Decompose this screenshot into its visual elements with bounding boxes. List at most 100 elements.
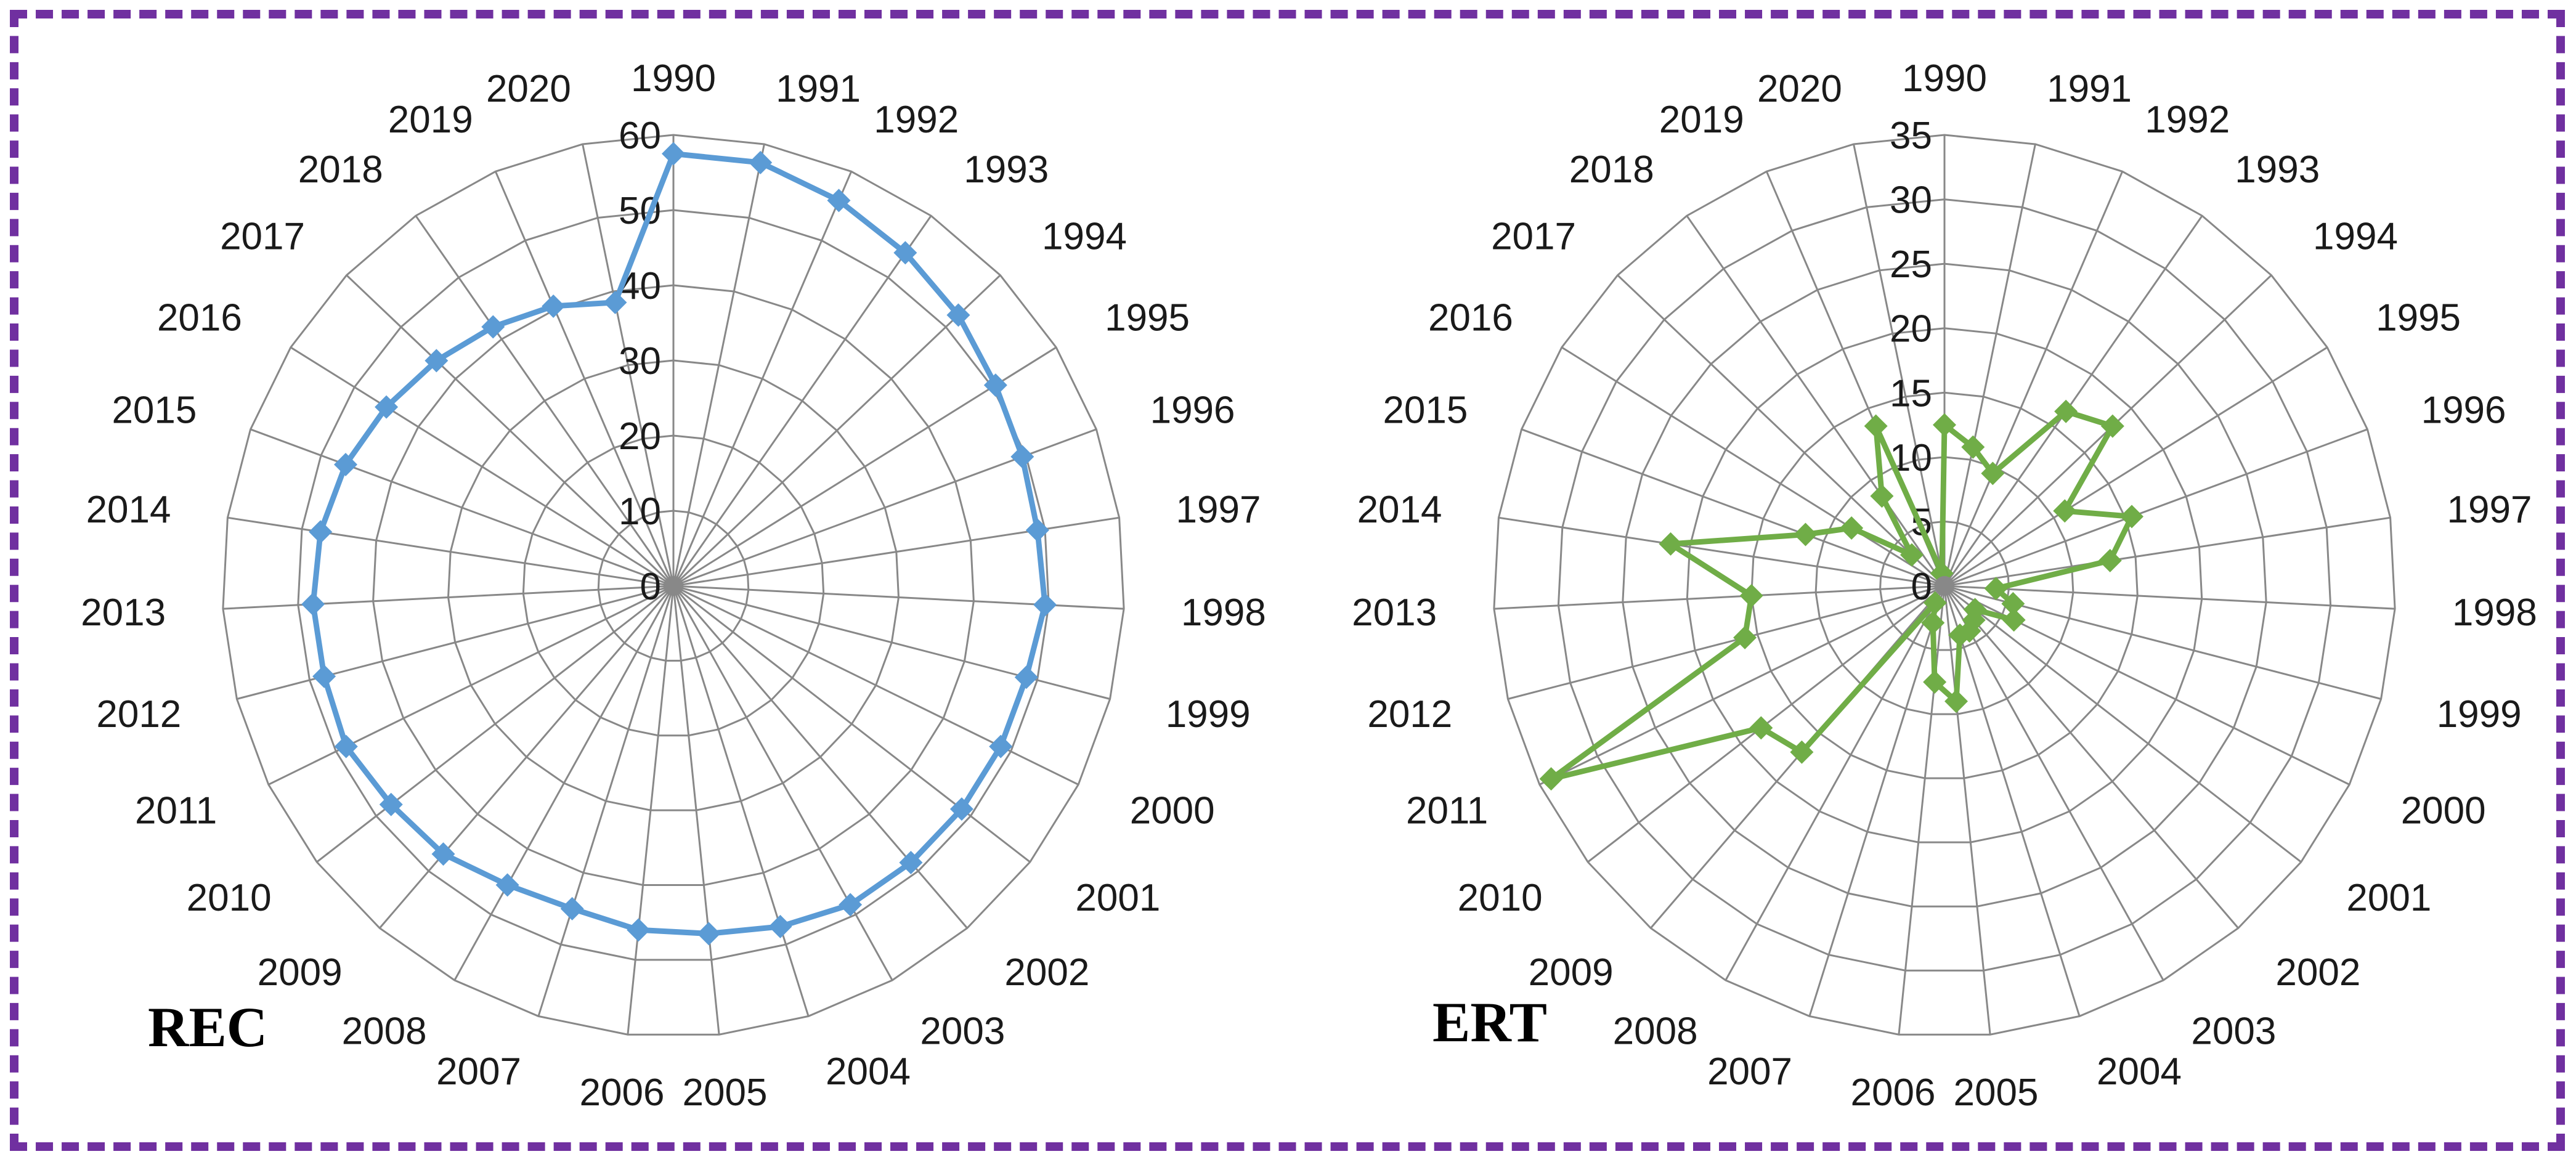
data-point: [542, 294, 566, 318]
spoke-line: [250, 428, 674, 587]
data-point: [1899, 543, 1924, 567]
category-label: 2004: [826, 1050, 911, 1093]
category-label: 2003: [2191, 1010, 2276, 1052]
data-point: [425, 349, 449, 373]
spoke-line: [1943, 585, 2164, 981]
data-point: [2098, 548, 2122, 572]
spoke-line: [1808, 585, 1946, 1017]
data-point: [1962, 608, 1986, 632]
data-point: [839, 893, 863, 917]
spoke-line: [1943, 585, 2239, 929]
spoke-line: [1617, 274, 1946, 587]
data-point: [495, 873, 519, 897]
category-label: 2020: [486, 68, 571, 110]
category-label: 2019: [1659, 99, 1744, 141]
category-label: 1999: [1166, 693, 1251, 736]
data-point: [768, 914, 792, 938]
data-point: [2100, 414, 2124, 438]
spoke-line: [268, 585, 674, 786]
category-label: 2012: [96, 693, 181, 736]
category-label: 2006: [1851, 1071, 1936, 1114]
spoke-line: [1725, 585, 1946, 981]
category-label: 2003: [920, 1010, 1005, 1052]
category-label: 2016: [1428, 297, 1513, 339]
grid-ring: [1557, 198, 2332, 972]
grid-ring: [372, 284, 975, 886]
spoke-line: [1539, 585, 1945, 786]
data-point: [1010, 445, 1034, 469]
data-point: [1790, 740, 1814, 764]
tick-label: 25: [1890, 243, 1932, 286]
category-label: 1997: [1176, 489, 1261, 531]
center-hub: [664, 576, 683, 596]
category-label: 1995: [1105, 297, 1190, 339]
category-label: 2000: [2401, 789, 2486, 832]
spoke-line: [1898, 585, 1946, 1035]
spoke-line: [673, 585, 1031, 863]
category-label: 1990: [1902, 57, 1987, 100]
spoke-line: [316, 585, 674, 863]
category-label: 2019: [388, 99, 473, 141]
spoke-line: [1853, 144, 1946, 587]
data-point: [1984, 577, 2008, 601]
spoke-line: [1943, 215, 2203, 587]
spoke-line: [1498, 516, 1945, 587]
data-point: [2053, 499, 2077, 523]
spoke-line: [1944, 585, 2302, 863]
category-label: 2005: [683, 1071, 768, 1114]
category-label: 2010: [1458, 877, 1543, 919]
spoke-line: [227, 516, 674, 587]
spoke-line: [1561, 346, 1945, 587]
grid-ring: [597, 510, 750, 662]
data-point: [312, 664, 336, 688]
spoke-line: [222, 585, 674, 610]
data-point: [375, 395, 399, 419]
category-label: 2018: [298, 148, 383, 191]
category-label: 2013: [1352, 591, 1437, 634]
tick-label: 0: [640, 566, 661, 608]
category-label: 2018: [1569, 148, 1654, 191]
category-label: 2002: [1004, 951, 1089, 994]
spoke-line: [627, 585, 675, 1035]
category-label: 1994: [2313, 216, 2398, 258]
category-label: 2010: [187, 877, 272, 919]
spoke-line: [494, 171, 675, 587]
data-point: [379, 792, 403, 816]
rec-chart-title: REC: [148, 996, 267, 1058]
spoke-line: [672, 585, 720, 1035]
category-label: 2015: [1383, 389, 1468, 432]
tick-label: 30: [1890, 179, 1932, 222]
data-point: [1923, 670, 1947, 694]
grid-ring: [1879, 520, 2010, 651]
category-label: 1996: [2421, 389, 2506, 432]
tick-label: 30: [619, 340, 661, 383]
category-label: 2015: [112, 389, 197, 432]
data-point: [1033, 593, 1057, 617]
spoke-line: [672, 585, 893, 981]
category-label: 2017: [220, 216, 305, 258]
chart-frame: [10, 10, 2565, 1151]
spoke-line: [1943, 171, 2124, 587]
spoke-line: [672, 274, 1001, 587]
data-point: [334, 452, 358, 476]
data-point: [1659, 532, 1683, 556]
spoke-line: [453, 585, 675, 981]
data-point: [1733, 625, 1757, 649]
grid-ring: [522, 434, 825, 737]
category-label: 1998: [1181, 591, 1266, 634]
grid-ring: [222, 134, 1125, 1036]
data-point: [749, 150, 773, 174]
data-point: [1539, 767, 1563, 791]
data-point: [481, 315, 505, 339]
data-point: [1923, 591, 1947, 615]
category-label: 1997: [2447, 489, 2532, 531]
spoke-line: [673, 585, 1110, 700]
center-hub: [1935, 576, 1954, 596]
data-point: [301, 592, 325, 616]
category-label: 2002: [2275, 951, 2360, 994]
category-label: 2017: [1491, 216, 1576, 258]
data-point: [893, 241, 917, 265]
data-point: [899, 850, 923, 874]
